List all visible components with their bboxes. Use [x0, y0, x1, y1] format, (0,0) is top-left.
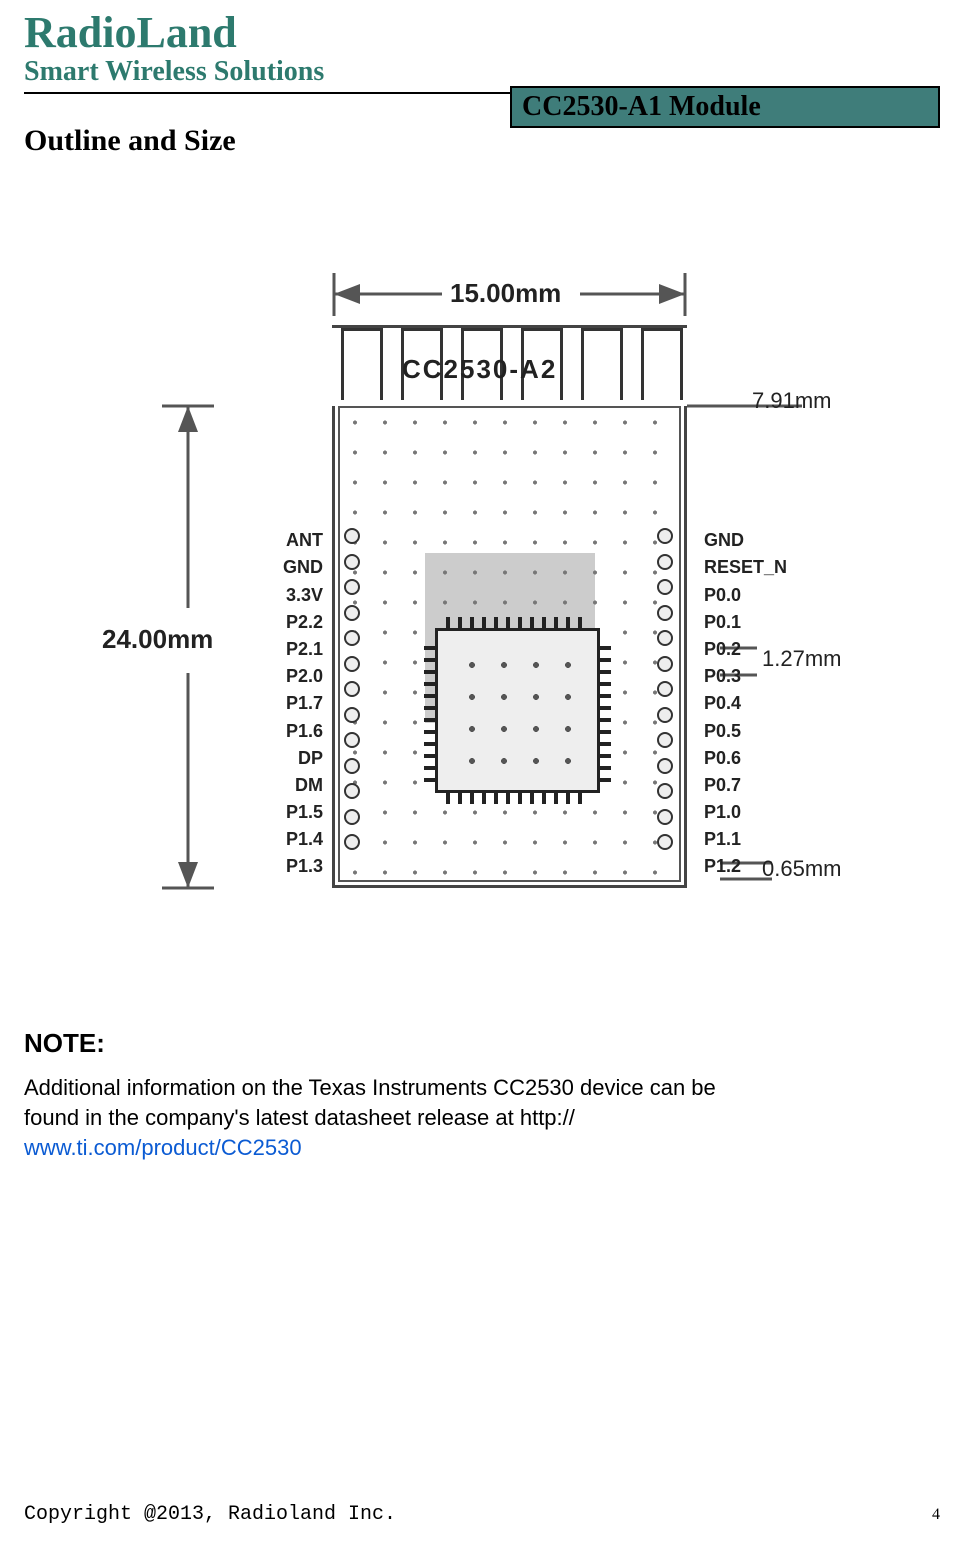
pin-label: P0.6: [704, 745, 787, 772]
pin-labels-right: GNDRESET_NP0.0P0.1P0.2P0.3P0.4P0.5P0.6P0…: [704, 527, 787, 880]
section-title: Outline and Size: [24, 124, 940, 158]
pin-label: DP: [265, 745, 323, 772]
pin-labels-left: ANTGND3.3VP2.2P2.1P2.0P1.7P1.6DPDMP1.5P1…: [265, 527, 323, 880]
pin-label: P0.1: [704, 609, 787, 636]
pin-label: 3.3V: [265, 582, 323, 609]
pin-label: GND: [704, 527, 787, 554]
datasheet-link[interactable]: www.ti.com/product/CC2530: [24, 1135, 302, 1160]
pin-label: P0.2: [704, 636, 787, 663]
brand-title: RadioLand: [24, 10, 940, 56]
pin-label: DM: [265, 772, 323, 799]
pin-label: P2.2: [265, 609, 323, 636]
note-heading: NOTE:: [24, 1028, 940, 1059]
silkscreen-partno: CC2530-A2: [402, 354, 557, 385]
pin-label: GND: [265, 554, 323, 581]
pin-label: P0.5: [704, 718, 787, 745]
pin-label: P0.7: [704, 772, 787, 799]
note-text: Additional information on the Texas Inst…: [24, 1075, 716, 1130]
outline-diagram: 15.00mm 24.00mm 7.91mm 1.27mm 0.65mm: [102, 228, 862, 968]
dim-antenna-label: 7.91mm: [752, 388, 831, 414]
pad-col-left: [344, 528, 362, 860]
pin-label: P1.1: [704, 826, 787, 853]
pin-label: P2.1: [265, 636, 323, 663]
pin-label: P2.0: [265, 663, 323, 690]
pcb-outline: [332, 328, 687, 888]
pin-label: P1.3: [265, 853, 323, 880]
dim-height-label: 24.00mm: [102, 624, 213, 655]
pin-label: P0.4: [704, 690, 787, 717]
pin-label: P0.0: [704, 582, 787, 609]
brand-tagline: Smart Wireless Solutions: [24, 56, 940, 88]
page-number: 4: [932, 1506, 940, 1524]
dim-width-label: 15.00mm: [450, 278, 561, 309]
pin-label: P1.2: [704, 853, 787, 880]
pin-label: P1.0: [704, 799, 787, 826]
pin-label: P0.3: [704, 663, 787, 690]
pin-label: P1.6: [265, 718, 323, 745]
pin-label: P1.5: [265, 799, 323, 826]
pin-label: RESET_N: [704, 554, 787, 581]
chip-qfn: [435, 628, 600, 793]
module-badge: CC2530-A1 Module: [510, 86, 940, 128]
pad-col-right: [657, 528, 675, 860]
pin-label: P1.4: [265, 826, 323, 853]
note-body: Additional information on the Texas Inst…: [24, 1073, 744, 1162]
footer-copyright: Copyright @2013, Radioland Inc.: [24, 1503, 396, 1526]
pin-label: P1.7: [265, 690, 323, 717]
pin-label: ANT: [265, 527, 323, 554]
